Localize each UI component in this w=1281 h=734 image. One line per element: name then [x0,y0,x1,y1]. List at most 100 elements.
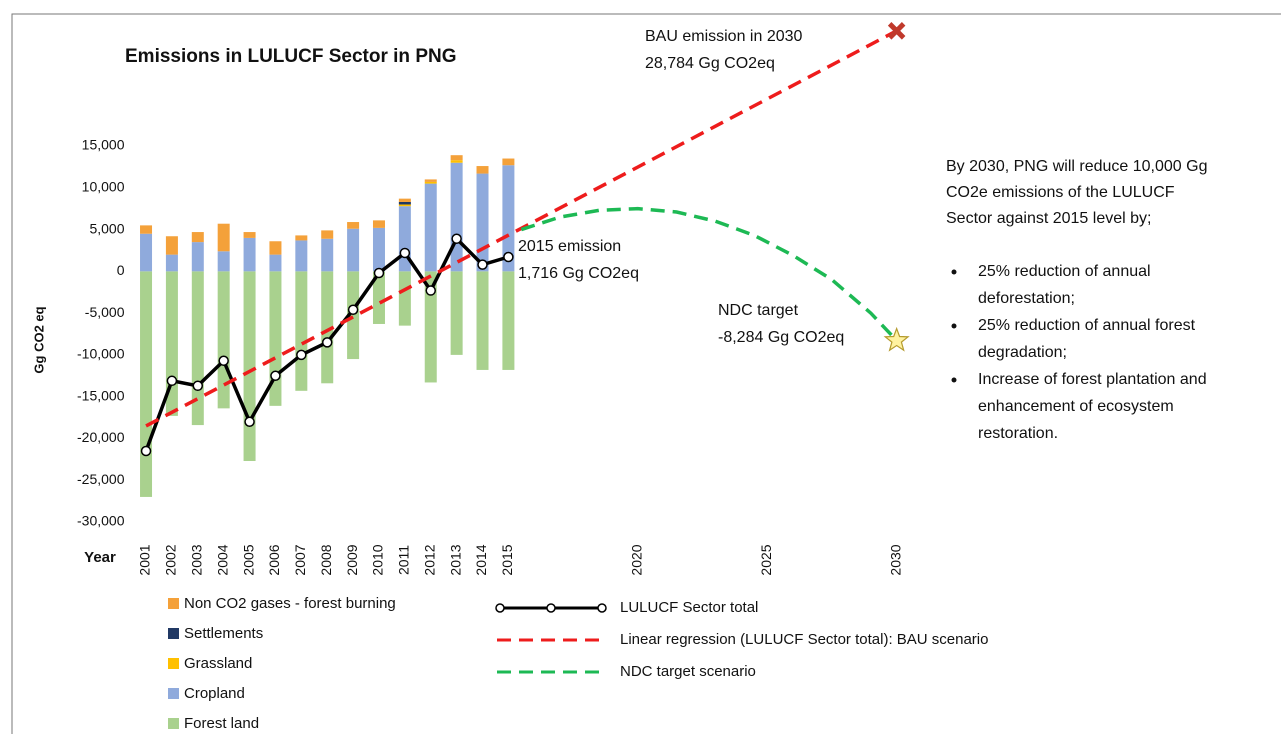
bar-segment [424,183,437,272]
bar-segment [424,179,437,182]
bar-segment [450,271,463,355]
legend-label: Forest land [184,715,259,732]
bar-segment [372,220,385,228]
line-point [192,380,204,392]
x-tick-label: 2025 [758,544,774,575]
bar-segment [140,271,153,497]
bar-segment [398,198,411,202]
bar-segment [321,230,334,239]
bar-segment [269,254,282,272]
bar-segment [502,271,515,370]
bar-segment [398,204,411,207]
x-tick-label: 2014 [473,544,489,575]
bar-segment [502,158,515,166]
bullet [951,377,957,383]
y-tick-label: 15,000 [82,137,125,153]
legend-swatch [168,718,179,729]
x-tick-label: 2012 [421,544,437,575]
legend-label: Cropland [184,685,245,702]
bar-segment [140,225,153,234]
legend-point [597,603,607,613]
x-tick-label: 2030 [887,544,903,575]
bar-segment [243,232,256,238]
x-tick-label: 2011 [396,545,412,575]
y-tick-label: -5,000 [85,304,125,320]
end-marker-x [887,22,906,40]
bar-segment [347,228,360,272]
annotation: NDC target [718,302,799,319]
bar-segment [165,236,178,255]
line-point [477,259,488,270]
legend-swatch [168,598,179,609]
bar-segment [140,233,153,272]
x-tick-label: 2007 [292,544,308,575]
line-point [218,355,229,366]
bar-segment [502,165,515,272]
bullet [951,269,957,275]
bar-segment [217,251,230,272]
legend-swatch [168,658,179,669]
bar-segment [269,241,282,255]
x-tick-label: 2003 [188,544,204,575]
x-tick-label: 2008 [318,544,334,575]
y-tick-label: -30,000 [77,513,125,529]
line-point [166,375,178,387]
note-bullet-text: Increase of forest plantation and [978,371,1207,388]
y-tick-label: -15,000 [77,387,125,403]
bar-segment [191,232,204,243]
x-tick-label: 2001 [137,544,153,575]
note-bullet-text: restoration. [978,425,1058,442]
chart-title: Emissions in LULUCF Sector in PNG [125,46,457,67]
note-bullet-text: 25% reduction of annual [978,263,1151,280]
note-bullet-text: deforestation; [978,290,1075,307]
end-marker-star [883,326,910,352]
bar-segment [372,271,385,324]
bar-segment [295,271,308,391]
legend-swatch [168,688,179,699]
bar-segment [243,237,256,272]
x-tick-label: 2020 [629,544,645,575]
x-tick-label: 2010 [370,544,386,575]
note-bullet-text: degradation; [978,344,1067,361]
line-point [373,267,385,279]
line-point [296,349,307,361]
line-point [425,285,436,296]
legend-label: Non CO2 gases - forest burning [184,595,396,612]
bar-segment [476,271,489,370]
bar-segment [450,162,463,272]
bar-segment [424,271,437,383]
legend-label: Grassland [184,655,252,672]
legend-label: LULUCF Sector total [620,599,758,616]
legend-point [495,603,505,613]
line-point [399,247,411,259]
legend-swatch [168,628,179,639]
note-bullet-text: enhancement of ecosystem [978,398,1174,415]
bar-segment [217,271,230,409]
bar-segment [165,254,178,272]
x-tick-label: 2002 [163,544,179,575]
bar-segment [476,166,489,174]
legend-label: NDC target scenario [620,663,756,680]
x-axis-label: Year [84,549,116,566]
line-point [140,445,152,457]
legend-label: Settlements [184,625,263,642]
y-tick-label: -25,000 [77,471,125,487]
bar-segment [476,173,489,272]
bar-segment [450,160,463,163]
bar-segment [295,235,308,241]
bar-segment [398,271,411,326]
note-text: By 2030, PNG will reduce 10,000 Gg [946,158,1207,175]
bar-segment [243,271,256,462]
y-tick-label: 5,000 [89,220,124,236]
annotation: 28,784 Gg CO2eq [645,55,775,72]
bar-segment [450,155,463,161]
y-tick-label: 10,000 [82,178,125,194]
annotation: BAU emission in 2030 [645,28,803,45]
y-tick-label: -20,000 [77,429,125,445]
bullet [951,323,957,329]
x-tick-label: 2013 [447,544,463,575]
bar-segment [372,227,385,272]
bar-segment [295,240,308,272]
x-tick-label: 2004 [214,544,230,575]
